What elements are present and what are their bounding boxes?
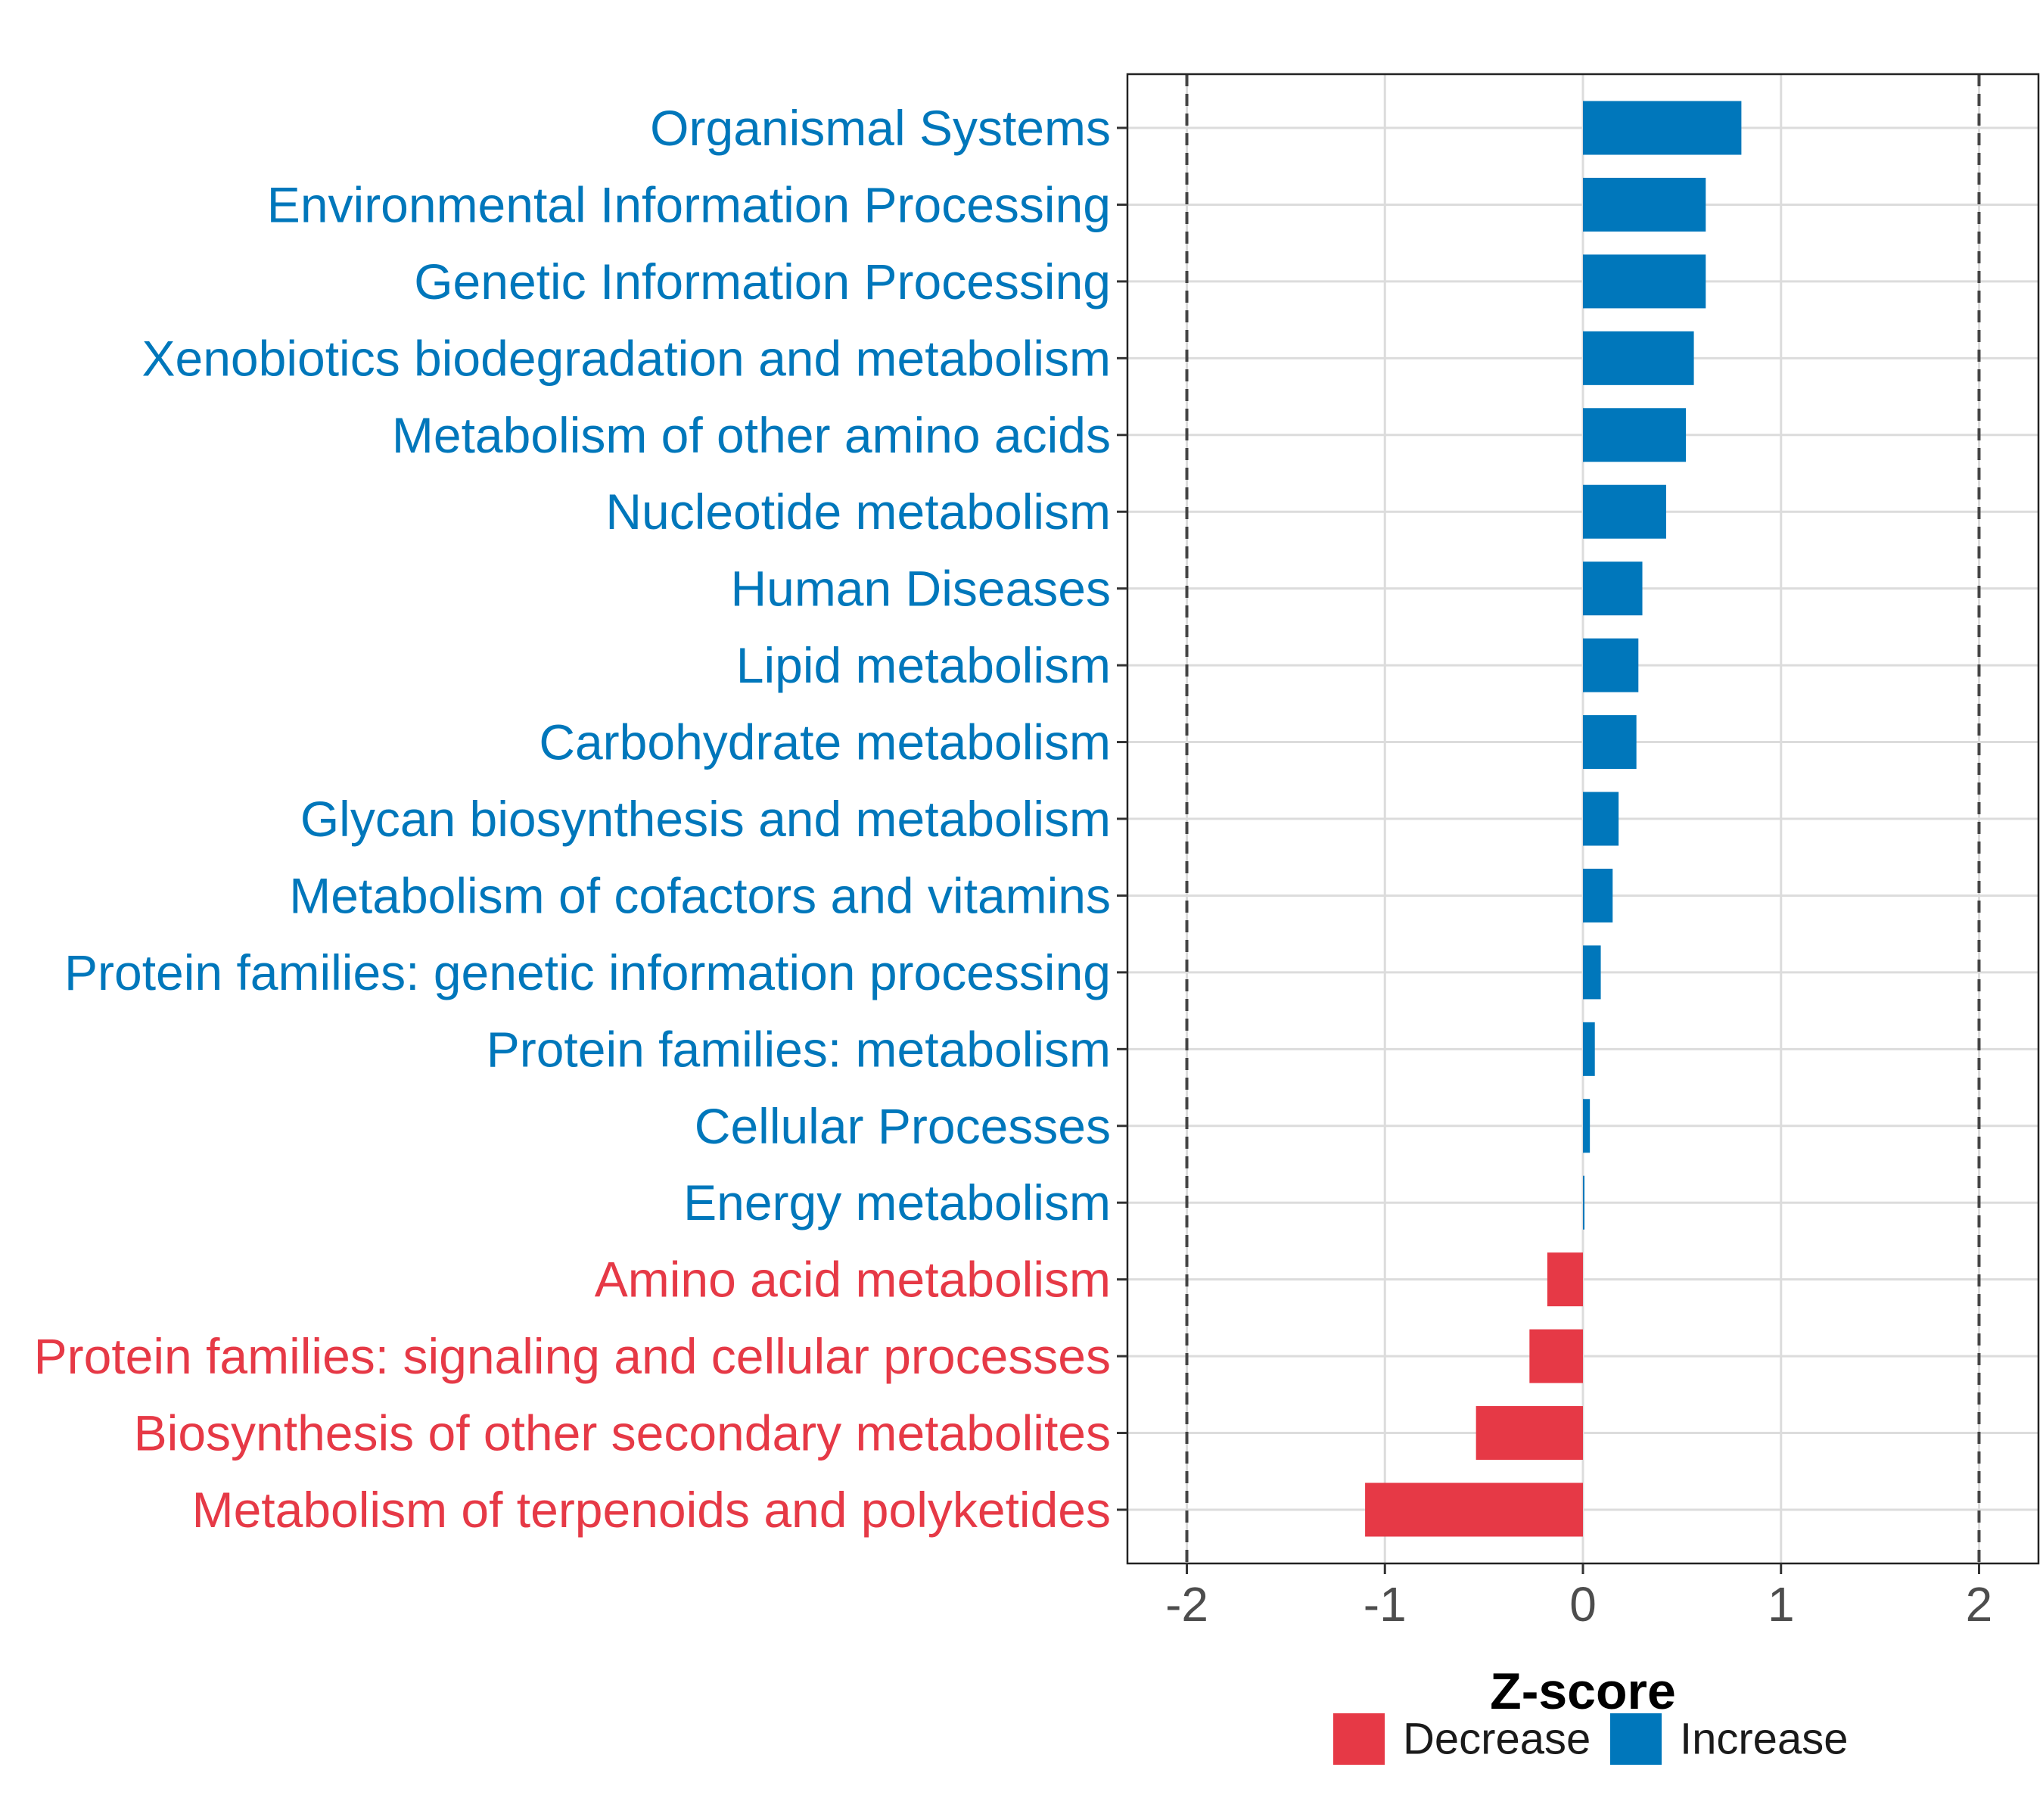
bar	[1583, 1022, 1595, 1076]
legend-label: Decrease	[1403, 1715, 1591, 1764]
legend-label: Increase	[1680, 1715, 1848, 1764]
category-label: Xenobiotics biodegradation and metabolis…	[142, 330, 1112, 386]
bar	[1583, 177, 1706, 232]
category-label: Human Diseases	[730, 561, 1111, 617]
bar	[1583, 1175, 1584, 1230]
bar	[1583, 101, 1742, 155]
category-label: Protein families: genetic information pr…	[64, 944, 1111, 1000]
x-axis-title: Z-score	[1490, 1663, 1676, 1720]
category-label: Metabolism of terpenoids and polyketides	[192, 1482, 1111, 1538]
bar	[1583, 562, 1643, 616]
bar	[1583, 331, 1694, 385]
category-label: Protein families: signaling and cellular…	[34, 1328, 1111, 1384]
category-label: Glycan biosynthesis and metabolism	[300, 791, 1111, 847]
bar	[1583, 254, 1706, 309]
category-label: Carbohydrate metabolism	[539, 714, 1111, 770]
bar	[1583, 792, 1619, 846]
category-label: Environmental Information Processing	[267, 176, 1111, 232]
x-tick-label: 0	[1569, 1577, 1597, 1632]
category-label: Lipid metabolism	[736, 637, 1111, 693]
bar	[1583, 408, 1687, 462]
category-label: Protein families: metabolism	[487, 1021, 1111, 1077]
category-label: Genetic Information Processing	[414, 254, 1111, 310]
category-label: Metabolism of cofactors and vitamins	[289, 867, 1111, 923]
x-tick-label: 2	[1966, 1577, 1993, 1632]
bar	[1476, 1406, 1583, 1461]
x-tick-label: 1	[1768, 1577, 1795, 1632]
bar	[1547, 1252, 1583, 1307]
bar	[1583, 715, 1637, 770]
category-label: Organismal Systems	[650, 100, 1111, 156]
category-label: Nucleotide metabolism	[605, 484, 1111, 540]
x-tick-label: -2	[1165, 1577, 1208, 1632]
x-tick-label: -1	[1364, 1577, 1407, 1632]
legend-swatch	[1610, 1713, 1662, 1765]
bar	[1365, 1482, 1583, 1537]
category-label: Energy metabolism	[683, 1174, 1111, 1230]
category-label: Metabolism of other amino acids	[392, 407, 1111, 463]
bar	[1529, 1329, 1583, 1383]
bar	[1583, 945, 1601, 1000]
bar	[1583, 638, 1639, 692]
category-label: Biosynthesis of other secondary metaboli…	[134, 1405, 1111, 1461]
bar	[1583, 484, 1666, 539]
legend-swatch	[1333, 1713, 1385, 1765]
category-label: Amino acid metabolism	[595, 1252, 1111, 1308]
bar	[1583, 868, 1613, 922]
bar	[1583, 1099, 1591, 1153]
category-label: Cellular Processes	[695, 1098, 1111, 1154]
